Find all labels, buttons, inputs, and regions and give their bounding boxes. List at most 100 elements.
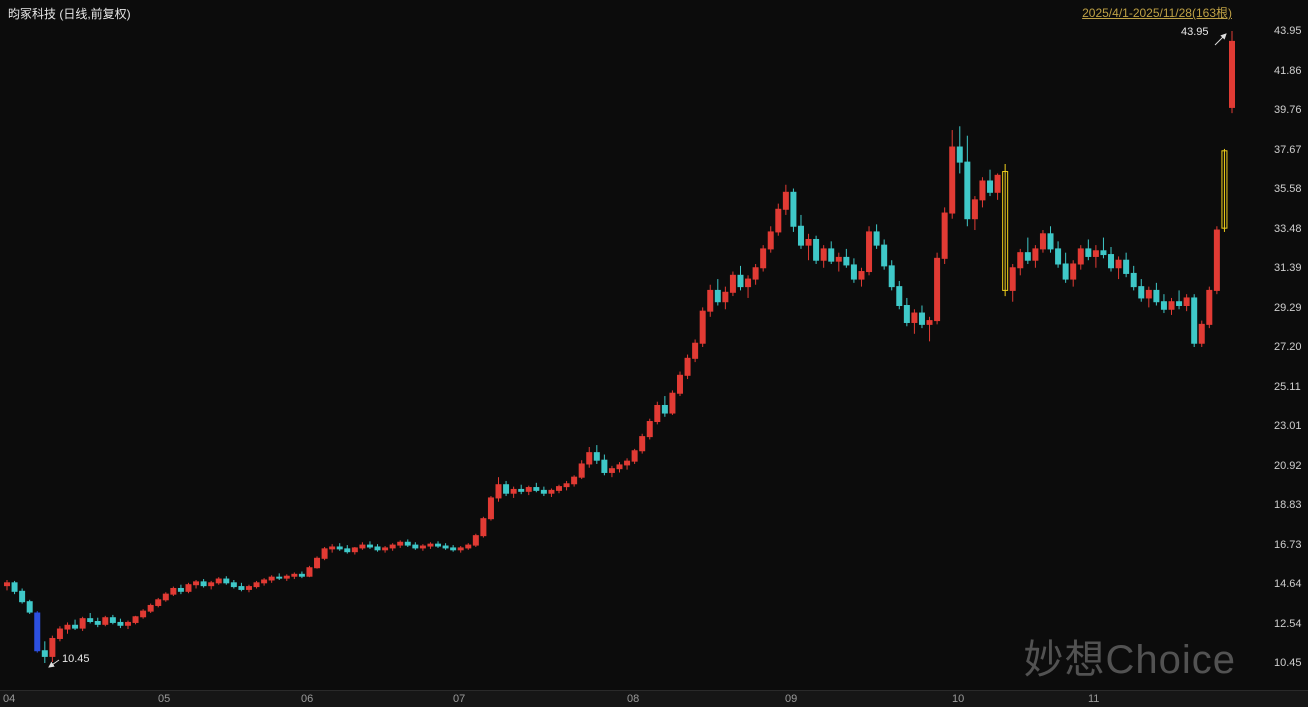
candle[interactable] bbox=[124, 620, 131, 630]
candle[interactable] bbox=[729, 271, 736, 297]
candle[interactable] bbox=[866, 226, 873, 276]
candle[interactable] bbox=[11, 580, 18, 595]
candle[interactable] bbox=[1191, 294, 1198, 347]
candle[interactable] bbox=[147, 603, 154, 614]
candle[interactable] bbox=[4, 579, 10, 591]
candle[interactable] bbox=[1092, 245, 1099, 268]
candle[interactable] bbox=[359, 542, 366, 550]
candle[interactable] bbox=[1062, 252, 1069, 283]
candle[interactable] bbox=[548, 488, 555, 497]
candle[interactable] bbox=[1032, 245, 1039, 268]
candle[interactable] bbox=[472, 533, 479, 547]
candle[interactable] bbox=[276, 573, 283, 580]
candle[interactable] bbox=[1229, 31, 1235, 114]
candle[interactable] bbox=[1100, 237, 1107, 259]
candle[interactable] bbox=[820, 245, 827, 268]
candle[interactable] bbox=[382, 546, 389, 553]
candle[interactable] bbox=[1130, 265, 1137, 291]
candle[interactable] bbox=[1160, 294, 1167, 314]
candle[interactable] bbox=[457, 546, 464, 553]
candle[interactable] bbox=[314, 556, 321, 569]
candle[interactable] bbox=[639, 433, 646, 454]
candle[interactable] bbox=[760, 245, 767, 272]
candle[interactable] bbox=[949, 130, 956, 219]
candle[interactable] bbox=[79, 616, 86, 631]
candle[interactable] bbox=[389, 543, 396, 551]
candle[interactable] bbox=[215, 577, 222, 585]
candle[interactable] bbox=[1108, 247, 1115, 272]
candle[interactable] bbox=[94, 617, 101, 628]
candle[interactable] bbox=[1047, 226, 1054, 253]
candle[interactable] bbox=[162, 592, 169, 602]
candle[interactable] bbox=[366, 541, 373, 549]
candle[interactable] bbox=[752, 263, 759, 285]
candle[interactable] bbox=[669, 390, 676, 415]
candle[interactable] bbox=[873, 224, 880, 249]
candle[interactable] bbox=[722, 286, 729, 310]
candle[interactable] bbox=[329, 544, 336, 553]
candle[interactable] bbox=[1039, 230, 1046, 253]
candle[interactable] bbox=[253, 580, 260, 589]
candlestick-chart[interactable] bbox=[0, 0, 1308, 690]
candle[interactable] bbox=[495, 477, 502, 502]
candle[interactable] bbox=[465, 543, 472, 550]
candle[interactable] bbox=[896, 280, 903, 310]
candle[interactable] bbox=[1206, 286, 1213, 329]
candle[interactable] bbox=[306, 565, 313, 578]
candle[interactable] bbox=[351, 546, 358, 555]
candle[interactable] bbox=[745, 275, 752, 298]
candle[interactable] bbox=[223, 576, 230, 585]
candle[interactable] bbox=[185, 582, 192, 594]
candle[interactable] bbox=[41, 641, 48, 663]
candle[interactable] bbox=[238, 582, 245, 592]
candle[interactable] bbox=[903, 297, 910, 327]
candle[interactable] bbox=[336, 543, 343, 551]
candle[interactable] bbox=[1024, 237, 1031, 264]
candle[interactable] bbox=[805, 233, 812, 261]
candle[interactable] bbox=[503, 480, 510, 497]
candle[interactable] bbox=[1221, 148, 1228, 232]
candle[interactable] bbox=[518, 484, 525, 495]
candle[interactable] bbox=[782, 184, 789, 215]
candle[interactable] bbox=[911, 309, 918, 334]
candle[interactable] bbox=[261, 578, 268, 586]
candle[interactable] bbox=[170, 586, 177, 597]
date-range-label[interactable]: 2025/4/1-2025/11/28(163根) bbox=[1082, 6, 1232, 20]
candle[interactable] bbox=[435, 541, 442, 548]
candle[interactable] bbox=[767, 226, 774, 253]
candle[interactable] bbox=[230, 579, 237, 589]
candle[interactable] bbox=[571, 475, 578, 487]
candle[interactable] bbox=[117, 618, 124, 629]
candle[interactable] bbox=[102, 615, 109, 627]
candle[interactable] bbox=[828, 241, 835, 264]
candle[interactable] bbox=[109, 614, 116, 625]
candle[interactable] bbox=[525, 485, 532, 496]
candle[interactable] bbox=[934, 252, 941, 325]
candle[interactable] bbox=[450, 545, 457, 552]
candle[interactable] bbox=[208, 580, 215, 590]
candle[interactable] bbox=[797, 214, 804, 249]
candle[interactable] bbox=[1168, 297, 1175, 315]
candle[interactable] bbox=[1213, 226, 1220, 295]
candle[interactable] bbox=[193, 579, 200, 589]
candle[interactable] bbox=[586, 446, 593, 468]
candle[interactable] bbox=[1176, 290, 1183, 310]
candle[interactable] bbox=[714, 279, 721, 306]
candle[interactable] bbox=[155, 597, 162, 608]
candle[interactable] bbox=[1055, 241, 1062, 268]
candle[interactable] bbox=[283, 574, 290, 581]
candle[interactable] bbox=[72, 619, 79, 630]
candle[interactable] bbox=[616, 462, 623, 473]
candle[interactable] bbox=[540, 486, 547, 497]
candle[interactable] bbox=[707, 284, 714, 317]
candle[interactable] bbox=[661, 396, 668, 417]
candle[interactable] bbox=[427, 542, 434, 549]
candle[interactable] bbox=[1085, 239, 1092, 261]
candle[interactable] bbox=[608, 465, 615, 478]
candle[interactable] bbox=[775, 203, 782, 236]
candle[interactable] bbox=[601, 454, 608, 476]
candle[interactable] bbox=[26, 599, 33, 614]
candle[interactable] bbox=[1138, 279, 1145, 302]
candle[interactable] bbox=[987, 169, 994, 197]
candle[interactable] bbox=[646, 418, 653, 440]
